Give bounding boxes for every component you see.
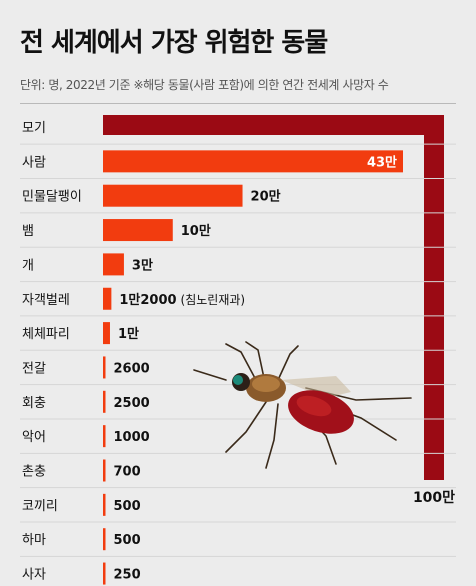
value-label: 2500 xyxy=(114,396,150,411)
bar xyxy=(103,322,110,345)
value-label: 100만 xyxy=(413,490,455,506)
bar xyxy=(103,425,106,448)
title-divider xyxy=(20,103,456,104)
bar xyxy=(103,493,106,516)
category-label: 사자 xyxy=(22,568,46,583)
value-label: 1만2000 (침노린재과) xyxy=(119,292,245,308)
value-label: 1만 xyxy=(118,326,139,342)
value-note: (침노린재과) xyxy=(181,293,246,307)
category-label: 코끼리 xyxy=(22,499,58,514)
category-label: 회충 xyxy=(22,396,46,411)
category-label: 민물달팽이 xyxy=(22,190,82,205)
value-label: 500 xyxy=(114,533,141,548)
bar xyxy=(103,287,112,310)
chart-subtitle: 단위: 명, 2022년 기준 ※해당 동물(사람 포함)에 의한 연간 전세계… xyxy=(20,78,389,92)
category-label: 악어 xyxy=(22,430,46,445)
category-label: 개 xyxy=(22,258,34,273)
bar xyxy=(103,562,106,585)
category-label: 하마 xyxy=(22,533,46,548)
mosquito-illustration xyxy=(193,341,412,469)
bar xyxy=(103,356,106,379)
value-label: 43만 xyxy=(367,154,397,170)
value-label: 2600 xyxy=(114,361,150,376)
bar xyxy=(103,459,106,482)
value-label: 500 xyxy=(114,499,141,514)
category-label: 뱀 xyxy=(22,224,34,239)
category-label: 모기 xyxy=(22,121,46,136)
bar xyxy=(103,390,106,413)
value-label: 10만 xyxy=(181,223,211,239)
value-label: 20만 xyxy=(251,189,281,205)
value-label: 250 xyxy=(114,568,141,583)
value-label: 1000 xyxy=(114,430,150,445)
category-label: 전갈 xyxy=(22,361,46,376)
bar xyxy=(103,184,243,207)
category-label: 사람 xyxy=(22,155,46,170)
bar xyxy=(103,219,173,242)
category-label: 촌충 xyxy=(22,465,46,480)
value-label: 3만 xyxy=(132,257,153,273)
chart-title: 전 세계에서 가장 위험한 동물 xyxy=(20,28,328,58)
bar xyxy=(103,150,403,173)
category-label: 자객벌레 xyxy=(22,293,70,308)
bar xyxy=(103,528,106,551)
category-label: 체체파리 xyxy=(22,327,70,342)
bar xyxy=(103,253,124,276)
value-label: 700 xyxy=(114,465,141,480)
